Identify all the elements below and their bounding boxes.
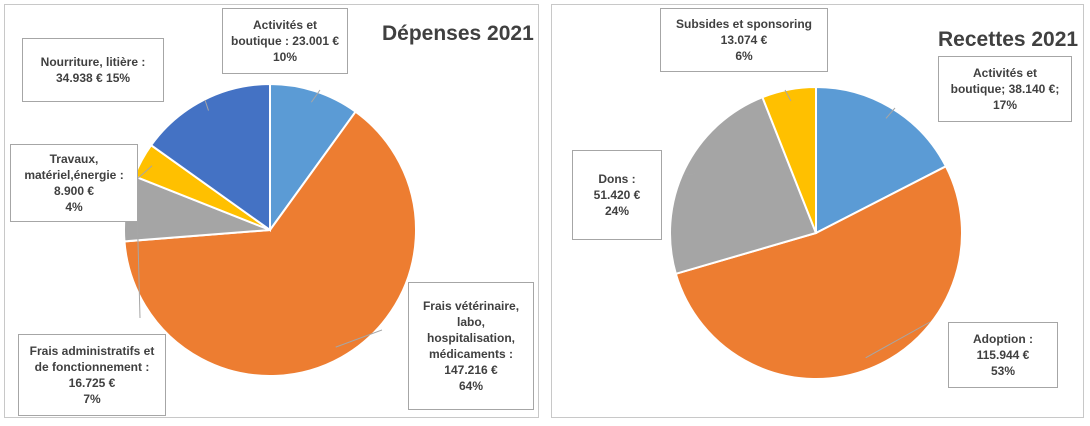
- expenses-data-label-0: Activités et boutique : 23.001 € 10%: [222, 8, 348, 74]
- expenses-leader-line-3: [135, 165, 153, 181]
- expenses-data-label-2: Frais administratifs et de fonctionnement…: [18, 334, 166, 416]
- expenses-data-label-1-line-1: labo,: [456, 315, 485, 329]
- income-data-label-1: Adoption : 115.944 € 53%: [948, 322, 1058, 388]
- income-data-label-3-line-0: Subsides et sponsoring: [675, 17, 813, 31]
- expenses-data-label-1-line-2: hospitalisation,: [426, 331, 515, 345]
- expenses-pie-slice-4: [149, 82, 271, 232]
- income-data-label-3: Subsides et sponsoring 13.074 € 6%: [660, 8, 828, 72]
- income-leader-line-2: [683, 173, 696, 176]
- income-data-label-0-line-1: boutique; 38.140 €;: [950, 82, 1060, 96]
- expenses-chart-title: Dépenses 2021: [382, 22, 534, 45]
- expenses-data-label-1-line-4: 147.216 €: [444, 363, 498, 377]
- income-data-label-1-line-2: 53%: [990, 364, 1016, 378]
- income-data-label-2-line-2: 24%: [604, 204, 630, 218]
- income-pie-slice-0: [815, 85, 948, 235]
- income-data-label-2-line-1: 51.420 €: [593, 188, 641, 202]
- expenses-pie-slice-0: [269, 82, 357, 234]
- expenses-data-label-1-line-3: médicaments :: [428, 347, 514, 361]
- expenses-data-label-4: Nourriture, litière : 34.938 € 15%: [22, 38, 164, 102]
- expenses-data-label-0-line-0: Activités et: [252, 18, 318, 32]
- income-pie-slice-1: [674, 164, 963, 380]
- income-data-label-3-line-2: 6%: [735, 49, 753, 63]
- expenses-pie-slice-1: [123, 110, 417, 377]
- expenses-leader-line-0: [310, 89, 321, 103]
- expenses-data-label-0-line-1: boutique : 23.001 €: [230, 34, 340, 48]
- income-data-label-1-line-1: 115.944 €: [976, 348, 1030, 362]
- expenses-data-label-4-line-0: Nourriture, litière :: [40, 55, 146, 69]
- expenses-data-label-1: Frais vétérinaire, labo, hospitalisation, m…: [408, 282, 534, 410]
- expenses-leader-line-4: [204, 99, 209, 111]
- income-data-label-2: Dons : 51.420 € 24%: [572, 150, 662, 240]
- income-data-label-3-line-1: 13.074 €: [720, 33, 768, 47]
- income-chart-title: Recettes 2021: [938, 28, 1079, 51]
- expenses-data-label-3-line-1: matériel,énergie :: [24, 168, 124, 182]
- expenses-data-label-1-line-5: 64%: [458, 379, 484, 393]
- expenses-data-label-2-line-0: Frais administratifs et: [29, 344, 155, 358]
- expenses-data-label-1-line-0: Frais vétérinaire,: [422, 299, 520, 313]
- expenses-data-label-3: Travaux, matériel,énergie : 8.900 € 4%: [10, 144, 138, 222]
- expenses-data-label-3-line-2: 8.900 €: [53, 184, 95, 198]
- income-leader-line-3: [784, 89, 792, 102]
- income-pie-slice-3: [761, 85, 817, 234]
- income-leader-line-0: [885, 107, 896, 119]
- expenses-data-label-2-line-3: 7%: [83, 392, 101, 406]
- expenses-leader-line-1: [335, 329, 383, 348]
- expenses-data-label-3-line-0: Travaux,: [49, 152, 99, 166]
- income-data-label-0-line-2: 17%: [992, 98, 1018, 112]
- expenses-data-label-2-line-1: de fonctionnement :: [34, 360, 150, 374]
- expenses-data-label-4-line-1: 34.938 € 15%: [55, 71, 131, 85]
- expenses-data-label-0-line-2: 10%: [272, 50, 298, 64]
- income-data-label-0: Activités et boutique; 38.140 €; 17%: [938, 56, 1072, 122]
- income-leader-line-1: [865, 321, 931, 359]
- income-data-label-0-line-0: Activités et: [972, 66, 1038, 80]
- income-data-label-1-line-0: Adoption :: [973, 332, 1033, 346]
- expenses-data-label-2-line-2: 16.725 €: [68, 376, 116, 390]
- income-data-label-2-line-0: Dons :: [598, 172, 636, 186]
- expenses-leader-line-2: [136, 209, 141, 319]
- expenses-data-label-3-line-3: 4%: [65, 200, 83, 214]
